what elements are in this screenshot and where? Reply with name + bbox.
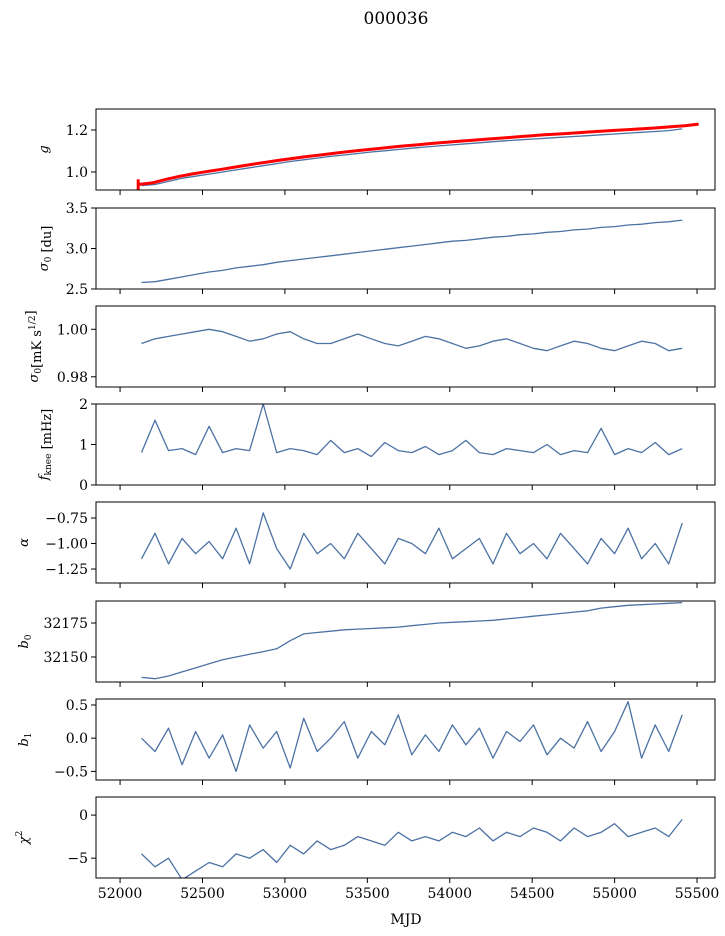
axes-frame xyxy=(95,207,716,290)
series-line-chi2 xyxy=(141,818,683,878)
y-tick-label: 2 xyxy=(79,397,88,413)
x-tick-label: 55000 xyxy=(592,886,637,902)
y-label-symbol: σ xyxy=(37,261,52,271)
y-tick-label: −1.25 xyxy=(45,562,88,578)
subplot-0: 1.0 1.2 g xyxy=(37,108,716,195)
y-tick-label: 0.0 xyxy=(66,731,88,747)
y-tick-label: 1.0 xyxy=(66,165,88,181)
y-tick-label: −5 xyxy=(67,851,88,867)
y-tick-label: −0.5 xyxy=(54,764,88,780)
y-axis-label: b0 xyxy=(17,634,34,648)
y-axis-label: σ0[mK s1/2] xyxy=(24,310,45,382)
y-tick-label: 3.0 xyxy=(66,242,88,258)
y-label-symbol: σ xyxy=(27,373,42,383)
subplot-5: 32150 32175 b0 xyxy=(17,600,716,687)
y-tick-label: 1 xyxy=(79,438,88,454)
x-tick-label: 54000 xyxy=(427,886,472,902)
series-line-sigma0_mK xyxy=(141,328,683,352)
y-label-subscript: knee xyxy=(44,454,54,476)
axes-frame xyxy=(95,698,716,781)
axes-frame xyxy=(95,403,716,486)
subplot-7: −5 0 52000 52500 53000 53500 54000 54500 55000 55… xyxy=(15,796,720,902)
axes-frame xyxy=(95,796,716,879)
subplot-4: −1.25 −1.00 −0.75 α xyxy=(17,501,716,588)
y-tick-label: 32175 xyxy=(43,616,88,632)
axes-frame xyxy=(95,600,716,683)
series-line-g xyxy=(141,128,683,187)
axes-frame xyxy=(95,501,716,584)
axes-frame xyxy=(95,108,716,191)
y-label-unit: [mK s xyxy=(30,330,45,368)
y-label-subscript: 0 xyxy=(24,634,34,640)
x-axis-label: MJD xyxy=(390,912,421,928)
y-tick-label: 3.5 xyxy=(66,201,88,217)
chart-title: 000036 xyxy=(364,9,429,29)
subplot-6: −0.5 0.0 0.5 b1 xyxy=(17,698,716,785)
series-line-fknee xyxy=(140,404,683,458)
y-label-symbol: g xyxy=(37,145,52,153)
y-label-close: ] xyxy=(24,310,39,315)
x-tick-label: 52000 xyxy=(98,886,143,902)
y-tick-label: 1.2 xyxy=(66,123,88,139)
y-label-subscript: 0 xyxy=(44,256,54,262)
subplot-3: 0 1 2 fknee [mHz] xyxy=(37,397,716,494)
y-axis-label: χ2 xyxy=(15,831,32,846)
y-label-symbol: f xyxy=(37,473,52,481)
y-label-unit: [mHz] xyxy=(40,409,55,454)
y-tick-label: 0.5 xyxy=(66,698,88,714)
y-axis-label: fknee [mHz] xyxy=(37,409,55,482)
y-axis-label: σ0 [du] xyxy=(37,226,55,272)
y-label-subscript: 0 xyxy=(34,368,44,374)
y-tick-label: 0 xyxy=(79,478,88,494)
y-tick-label: 32150 xyxy=(43,650,88,666)
x-tick-label: 52500 xyxy=(180,886,225,902)
x-tick-label: 53500 xyxy=(345,886,390,902)
axes-frame xyxy=(95,305,716,388)
series-line-g_true xyxy=(138,122,699,186)
y-tick-label: 0 xyxy=(79,808,88,824)
y-axis-label: b1 xyxy=(17,732,34,746)
x-tick-label: 55500 xyxy=(675,886,720,902)
y-label-symbol: α xyxy=(17,538,32,547)
y-label-superscript: 1/2 xyxy=(28,316,38,330)
y-label-symbol: b xyxy=(17,640,32,648)
y-axis-label: g xyxy=(37,145,52,153)
y-tick-label: −0.75 xyxy=(45,511,88,527)
subplot-2: 0.98 1.00 σ0[mK s1/2] xyxy=(24,305,716,392)
x-tick-label: 54500 xyxy=(510,886,555,902)
y-label-superscript: 2 xyxy=(15,831,25,837)
series-line-b0 xyxy=(141,601,683,680)
y-tick-label: 1.00 xyxy=(57,322,88,338)
series-line-sigma0_du xyxy=(141,219,683,284)
y-label-symbol: b xyxy=(17,738,32,746)
y-tick-label: 2.5 xyxy=(66,282,88,298)
y-tick-label: −1.00 xyxy=(45,537,88,553)
subplot-1: 2.5 3.0 3.5 σ0 [du] xyxy=(37,201,716,298)
y-label-subscript: 1 xyxy=(24,732,34,738)
y-axis-label: α xyxy=(17,538,32,547)
series-line-b1 xyxy=(141,701,683,773)
y-label-symbol: χ xyxy=(17,835,32,845)
y-tick-label: 0.98 xyxy=(57,370,88,386)
series-line-alpha xyxy=(140,512,683,570)
y-label-unit: [du] xyxy=(40,226,55,257)
x-tick-label: 53000 xyxy=(263,886,308,902)
